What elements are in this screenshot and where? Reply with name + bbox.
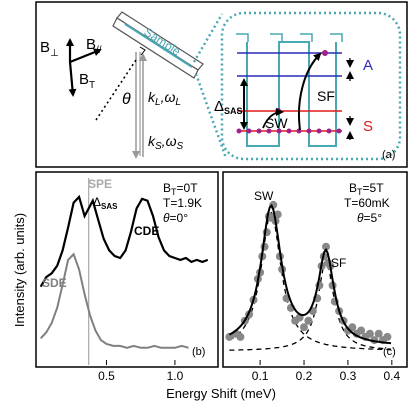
x-axis-label: Energy Shift (meV) [166, 386, 276, 401]
x-tick-label-c: 0.4 [383, 369, 400, 383]
series-sde-line [39, 252, 189, 349]
b-par-label: B// [86, 36, 102, 56]
data-point [374, 329, 383, 338]
panel-a-letter: (a) [382, 149, 395, 161]
well-profile [246, 41, 337, 147]
x-tick-label-b: 1.0 [167, 369, 184, 383]
data-point [357, 326, 366, 335]
fit-component-2 [229, 259, 392, 351]
quantum-well: ΔSAS SF SW A S [214, 33, 373, 147]
b-total-label: BT [79, 71, 95, 91]
spe-label: SPE [88, 177, 112, 191]
panel-b-angle: θ=0° [163, 211, 188, 225]
sw-arrow [262, 108, 284, 129]
fit-total-line [228, 203, 392, 345]
panel-c-temp: T=60mK [344, 196, 390, 210]
cde-label: CDE [134, 224, 159, 238]
sf-arrow [298, 52, 322, 131]
panel-b-temp: T=1.9K [163, 196, 202, 210]
zoom-guides [192, 11, 402, 161]
b-total-arrow [68, 61, 77, 97]
x-tick-label-c: 0.1 [252, 369, 269, 383]
field-vectors [66, 38, 102, 97]
sw-label-a: SW [265, 115, 288, 131]
panel-c-angle: θ=5° [357, 211, 382, 225]
b-perp-label: B⊥ [40, 39, 59, 59]
panel-b-letter: (b) [192, 346, 205, 358]
delta-sas-label: ΔSAS [214, 98, 243, 116]
sample-slab: Sample [112, 11, 204, 79]
data-point [300, 323, 308, 332]
panel-c-field: BT=5T [349, 181, 384, 197]
x-tick-label-c: 0.3 [340, 369, 357, 383]
panel-c-frame [222, 171, 408, 368]
zoom-box [220, 11, 402, 161]
sf-peak-label: SF [331, 256, 346, 270]
data-point [225, 332, 234, 341]
theta-label: θ [122, 91, 131, 108]
sw-peak-label: SW [254, 189, 274, 203]
y-axis-label: Intensity (arb. units) [12, 213, 27, 327]
data-point [322, 242, 330, 251]
fit-component-1 [229, 211, 391, 351]
delta-b-label: ΔSAS [93, 195, 118, 211]
kl-label: kL,ωL [148, 89, 181, 108]
panel-b-frame [35, 171, 219, 368]
panel-b-field: BT=0T [163, 181, 198, 197]
tilt-line [95, 59, 137, 121]
data-point [383, 332, 392, 341]
panel-a-frame [35, 1, 408, 168]
chart-b: 0.5 1.0 [39, 178, 209, 383]
chart-c: 0.1 0.2 0.3 0.4 [225, 200, 400, 383]
data-point [348, 323, 357, 332]
series-cde-line [39, 194, 209, 288]
x-tick-label-b: 0.5 [98, 369, 115, 383]
sf-label-a: SF [317, 88, 335, 104]
data-point [236, 332, 245, 341]
x-tick-label-c: 0.2 [296, 369, 313, 383]
right-angle-mark [139, 46, 146, 56]
data-point [304, 316, 313, 325]
panel-c-letter: (c) [383, 346, 396, 358]
b-par-arrow [69, 48, 102, 64]
level-s-label: S [363, 118, 373, 135]
sde-label: SDE [42, 276, 67, 290]
level-a-label: A [363, 57, 373, 74]
ks-label: kS,ωS [148, 133, 183, 152]
data-point [365, 329, 374, 338]
